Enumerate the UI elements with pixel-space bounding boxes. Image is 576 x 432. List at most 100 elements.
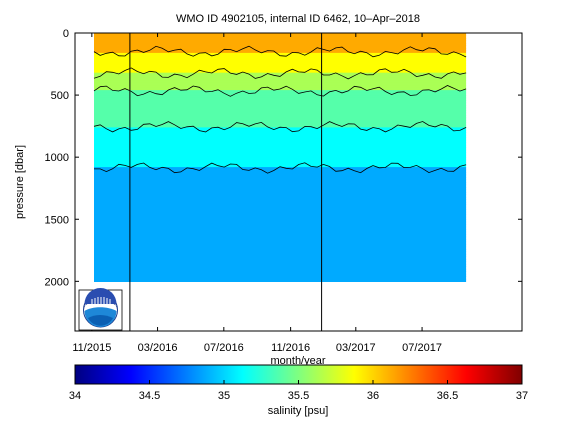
y-tick-label: 2000: [45, 276, 69, 288]
heatmap-cell: [321, 276, 467, 280]
heatmap-cell: [94, 189, 322, 193]
heatmap-cell: [94, 246, 322, 250]
heatmap-cell: [94, 249, 322, 253]
heatmap-cell: [321, 204, 467, 208]
heatmap-cell: [94, 42, 322, 46]
heatmap-cell: [321, 221, 467, 225]
heatmap-cell: [321, 139, 467, 143]
heatmap-cell: [321, 119, 467, 123]
heatmap-cell: [94, 132, 322, 136]
heatmap-cell: [94, 264, 322, 268]
heatmap-cell: [94, 45, 322, 49]
colorbar-tick-label: 36: [367, 390, 379, 402]
heatmap-cell: [321, 214, 467, 218]
heatmap-cell: [94, 82, 322, 86]
heatmap-cell: [321, 236, 467, 240]
heatmap-cell: [94, 72, 322, 76]
heatmap-cell: [321, 50, 467, 54]
heatmap-cell: [94, 110, 322, 114]
heatmap-cell: [94, 234, 322, 238]
heatmap-cell: [94, 105, 322, 109]
heatmap-cell: [94, 268, 322, 272]
heatmap-cell: [94, 137, 322, 141]
heatmap-cell: [321, 239, 467, 243]
heatmap-cell: [94, 62, 322, 66]
x-axis-ticks: 11/2015 03/2016 07/2016 11/2016 03/2017 07/20…: [72, 33, 442, 354]
heatmap-cell: [94, 254, 322, 258]
x-tick-label: 07/2017: [402, 342, 442, 354]
heatmap-cell: [321, 268, 467, 272]
heatmap-cell: [94, 194, 322, 198]
heatmap-cell: [321, 179, 467, 183]
heatmap-cell: [94, 219, 322, 223]
heatmap-cell: [94, 77, 322, 81]
heatmap-cell: [94, 276, 322, 280]
heatmap-cell: [94, 65, 322, 69]
heatmap-cell: [321, 226, 467, 230]
heatmap-cell: [94, 214, 322, 218]
heatmap-cell: [321, 231, 467, 235]
heatmap-cell: [94, 187, 322, 191]
x-tick-label: 03/2016: [138, 342, 178, 354]
heatmap-cell: [94, 244, 322, 248]
colorbar-tick-label: 36.5: [437, 390, 458, 402]
heatmap-cell: [321, 67, 467, 71]
heatmap-cell: [321, 132, 467, 136]
heatmap-cell: [321, 142, 467, 146]
heatmap-cell: [94, 259, 322, 263]
heatmap-cell: [321, 152, 467, 156]
heatmap-cell: [94, 60, 322, 64]
heatmap-cell: [321, 77, 467, 81]
heatmap-cell: [94, 271, 322, 275]
heatmap-cell: [94, 142, 322, 146]
y-axis-ticks: 0 500 1000 1500 2000: [45, 28, 522, 288]
contour-line: [93, 67, 467, 80]
heatmap-cell: [94, 167, 322, 171]
heatmap-cell: [94, 206, 322, 210]
heatmap-cell: [94, 112, 322, 116]
heatmap-cell: [321, 162, 467, 166]
heatmap-cell: [321, 40, 467, 44]
heatmap-cell: [321, 75, 467, 79]
heatmap-cell: [321, 57, 467, 61]
heatmap-cell: [321, 134, 467, 138]
heatmap-cell: [94, 224, 322, 228]
contour-line: [93, 121, 467, 133]
heatmap-cell: [321, 184, 467, 188]
heatmap-cell: [321, 189, 467, 193]
contour-line: [94, 162, 467, 174]
x-axis-label: month/year: [270, 355, 325, 367]
heatmap-cell: [94, 261, 322, 265]
heatmap-cell: [321, 251, 467, 255]
heatmap-cell: [94, 122, 322, 126]
heatmap-cell: [94, 100, 322, 104]
heatmap-cell: [321, 256, 467, 260]
heatmap-cell: [321, 216, 467, 220]
noaa-logo: [78, 288, 123, 331]
colorbar-ticks: 34 34.5 35 35.5 36 36.5 37: [69, 380, 528, 402]
contour-line: [93, 45, 467, 58]
heatmap-cell: [321, 199, 467, 203]
heatmap-cell: [94, 239, 322, 243]
heatmap-cell: [321, 102, 467, 106]
heatmap-cell: [321, 45, 467, 49]
heatmap-cell: [321, 172, 467, 176]
heatmap-cell: [321, 35, 467, 39]
plot-area: 11/2015 03/2016 07/2016 11/2016 03/2017 07/20…: [45, 28, 523, 354]
heatmap-cell: [94, 266, 322, 270]
heatmap-cell: [94, 231, 322, 235]
heatmap-cell: [94, 152, 322, 156]
heatmap-cell: [321, 219, 467, 223]
y-tick-label: 1500: [45, 214, 69, 226]
heatmap-cell: [94, 117, 322, 121]
heatmap-cell: [321, 229, 467, 233]
heatmap-cell: [321, 167, 467, 171]
heatmap-cell: [321, 85, 467, 89]
heatmap-cell: [94, 95, 322, 99]
colorbar-tick-label: 35: [218, 390, 230, 402]
heatmap-cell: [321, 65, 467, 69]
heatmap-cell: [321, 97, 467, 101]
heatmap-cell: [321, 95, 467, 99]
heatmap-cell: [321, 107, 467, 111]
heatmap-cell: [94, 184, 322, 188]
